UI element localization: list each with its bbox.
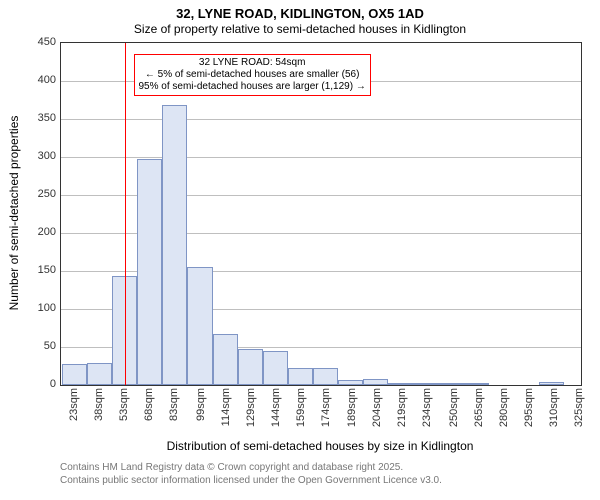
x-tick-label: 189sqm bbox=[351, 368, 363, 407]
title-line2: Size of property relative to semi-detach… bbox=[0, 22, 600, 37]
y-axis-label: Number of semi-detached properties bbox=[7, 42, 21, 384]
annotation-box: 32 LYNE ROAD: 54sqm← 5% of semi-detached… bbox=[134, 54, 371, 96]
x-tick-label: 310sqm bbox=[553, 368, 565, 407]
x-tick-label: 265sqm bbox=[478, 368, 490, 407]
footer-line1: Contains HM Land Registry data © Crown c… bbox=[60, 462, 442, 475]
x-tick-label: 114sqm bbox=[225, 369, 237, 407]
histogram-chart: 32, LYNE ROAD, KIDLINGTON, OX5 1AD Size … bbox=[0, 0, 600, 500]
histogram-bar bbox=[187, 267, 212, 385]
x-tick-label: 174sqm bbox=[325, 368, 337, 407]
x-tick-label: 295sqm bbox=[528, 368, 540, 407]
x-tick-label: 219sqm bbox=[401, 368, 413, 407]
gridline-h bbox=[61, 119, 581, 120]
x-tick-label: 159sqm bbox=[300, 368, 312, 407]
x-tick-label: 234sqm bbox=[426, 368, 438, 407]
x-tick-label: 99sqm bbox=[200, 371, 212, 404]
x-tick-label: 204sqm bbox=[376, 368, 388, 407]
plot-area: 32 LYNE ROAD: 54sqm← 5% of semi-detached… bbox=[60, 42, 582, 386]
x-tick-label: 250sqm bbox=[453, 368, 465, 407]
chart-title: 32, LYNE ROAD, KIDLINGTON, OX5 1AD Size … bbox=[0, 0, 600, 37]
x-tick-label: 144sqm bbox=[275, 368, 287, 407]
histogram-bar bbox=[137, 159, 162, 385]
annotation-line1: 32 LYNE ROAD: 54sqm bbox=[139, 57, 366, 69]
x-tick-label: 325sqm bbox=[578, 368, 590, 407]
x-tick-label: 53sqm bbox=[123, 371, 135, 404]
annotation-line2: ← 5% of semi-detached houses are smaller… bbox=[139, 69, 366, 81]
x-tick-label: 83sqm bbox=[173, 371, 185, 404]
x-tick-label: 23sqm bbox=[73, 371, 85, 404]
footer-line2: Contains public sector information licen… bbox=[60, 475, 442, 488]
x-tick-label: 68sqm bbox=[148, 371, 160, 404]
property-marker-line bbox=[125, 43, 126, 385]
footer-attribution: Contains HM Land Registry data © Crown c… bbox=[60, 462, 442, 487]
title-line1: 32, LYNE ROAD, KIDLINGTON, OX5 1AD bbox=[0, 6, 600, 22]
annotation-line3: 95% of semi-detached houses are larger (… bbox=[139, 81, 366, 93]
x-tick-label: 129sqm bbox=[250, 368, 262, 407]
x-axis-label: Distribution of semi-detached houses by … bbox=[60, 439, 580, 453]
x-tick-label: 280sqm bbox=[503, 368, 515, 407]
x-tick-label: 38sqm bbox=[98, 371, 110, 404]
histogram-bar bbox=[162, 105, 187, 385]
